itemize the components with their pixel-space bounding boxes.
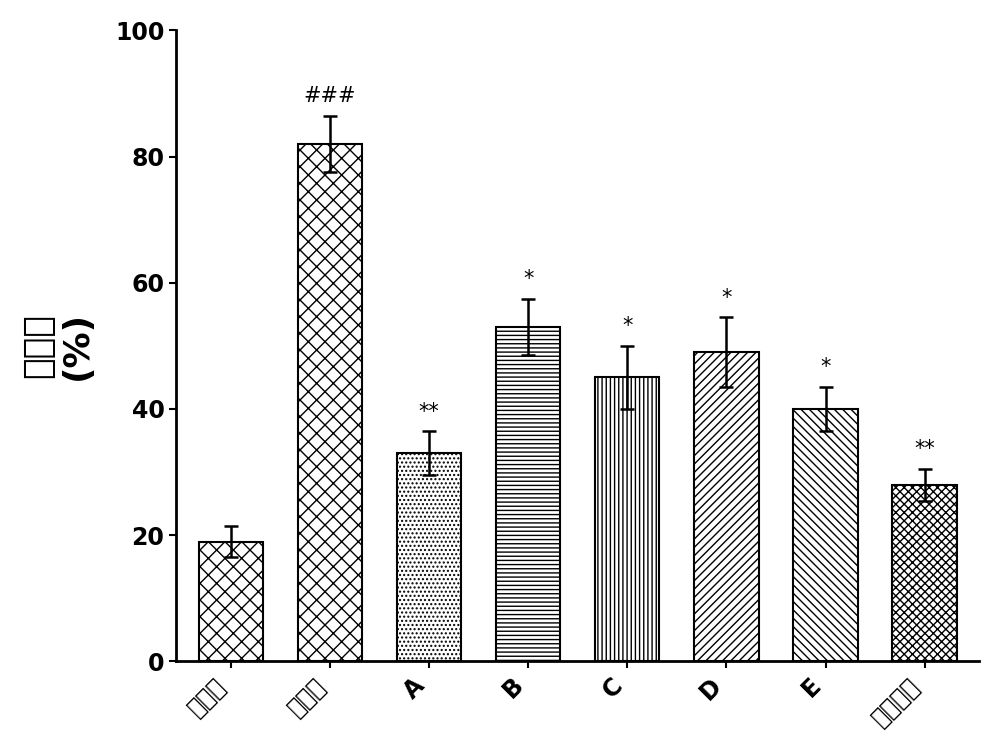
Bar xyxy=(298,144,362,662)
Bar xyxy=(397,453,461,662)
Text: *: * xyxy=(523,269,533,289)
Bar xyxy=(892,484,957,662)
Text: **: ** xyxy=(419,402,439,421)
Text: *: * xyxy=(721,288,732,308)
Bar xyxy=(793,409,858,662)
Y-axis label: 死亡率
(%): 死亡率 (%) xyxy=(21,312,94,381)
Text: ###: ### xyxy=(304,86,356,106)
Text: **: ** xyxy=(914,439,935,460)
Bar xyxy=(595,378,659,662)
Bar xyxy=(496,327,560,662)
Bar xyxy=(694,352,759,662)
Bar xyxy=(199,541,263,662)
Text: *: * xyxy=(820,357,831,378)
Text: *: * xyxy=(622,316,632,336)
